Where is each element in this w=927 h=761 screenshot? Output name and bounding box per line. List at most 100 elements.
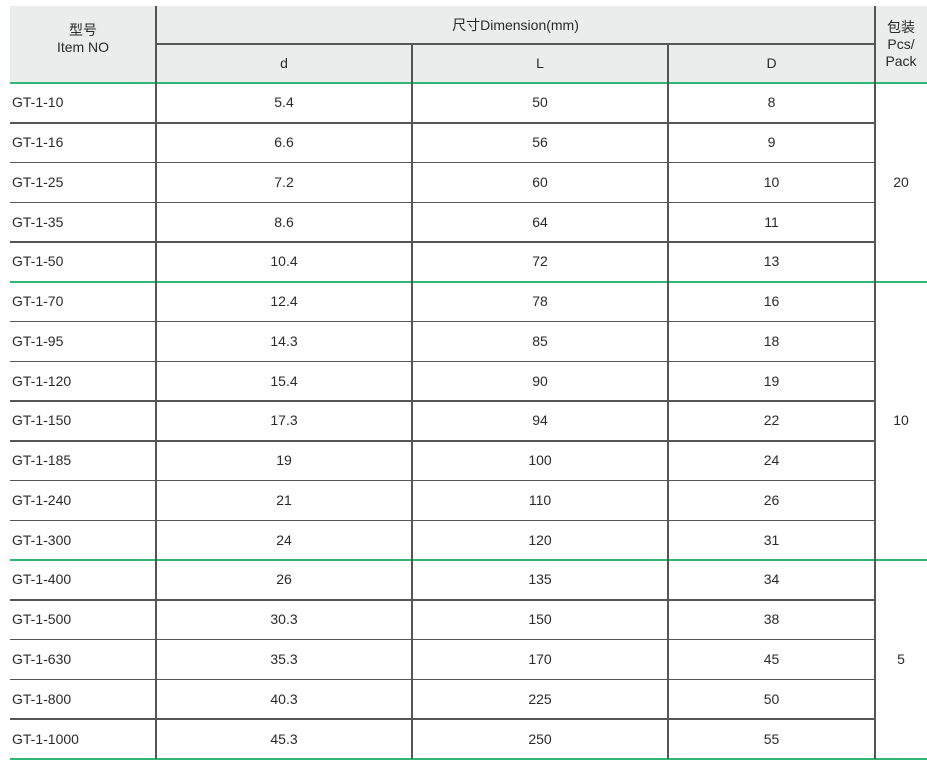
item-cell: GT-1-50 [12, 253, 64, 270]
L-cell: 90 [532, 372, 548, 389]
L-cell: 100 [528, 452, 552, 469]
item-cell: GT-1-500 [12, 611, 72, 628]
L-cell: 170 [528, 651, 552, 667]
L-cell: 135 [528, 571, 552, 588]
header-item-en: Item NO [56, 39, 110, 55]
D-cell: 26 [763, 491, 780, 508]
D-cell: 10 [763, 173, 780, 190]
D-cell: 38 [763, 611, 780, 628]
d-cell: 26 [276, 571, 292, 588]
row-divider [10, 638, 875, 641]
d-cell: 24 [276, 531, 292, 548]
item-cell: GT-1-95 [12, 332, 64, 349]
row-divider [10, 479, 875, 482]
pack-cell: 10 [893, 412, 909, 429]
D-cell: 50 [763, 690, 780, 707]
row-divider [10, 678, 875, 681]
item-cell: GT-1-150 [12, 412, 72, 429]
item-cell: GT-1-25 [12, 173, 64, 190]
d-cell: 12.4 [270, 293, 298, 310]
group-divider [10, 82, 927, 84]
d-cell: 15.4 [270, 372, 298, 389]
row-divider [10, 718, 875, 720]
row-divider [10, 599, 875, 601]
D-cell: 11 [764, 213, 779, 230]
group-divider [10, 559, 927, 562]
d-cell: 35.3 [270, 651, 298, 667]
item-cell: GT-1-185 [12, 452, 72, 469]
item-cell: GT-1-630 [12, 651, 72, 667]
L-cell: 64 [532, 213, 548, 230]
item-cell: GT-1-35 [12, 213, 64, 230]
D-cell: 19 [763, 372, 780, 389]
item-cell: GT-1-16 [12, 134, 64, 151]
D-cell: 8 [767, 94, 776, 111]
D-cell: 31 [763, 531, 780, 548]
row-divider [10, 519, 875, 522]
D-cell: 55 [763, 730, 780, 747]
d-cell: 5.4 [274, 94, 294, 111]
L-cell: 110 [528, 491, 552, 508]
pack-cell: 5 [897, 651, 905, 667]
row-divider [10, 320, 875, 323]
header-pack-en1: Pcs/ [887, 36, 915, 52]
row-divider [10, 122, 875, 124]
d-cell: 10.4 [270, 253, 298, 270]
table-header [10, 6, 927, 83]
item-cell: GT-1-120 [12, 372, 72, 389]
D-cell: 18 [763, 332, 780, 349]
d-cell: 14.3 [270, 332, 298, 349]
row-divider [10, 440, 875, 442]
d-cell: 30.3 [270, 611, 298, 628]
L-cell: 94 [532, 412, 548, 429]
D-cell: 16 [763, 293, 780, 310]
header-item: 型号 Item NO [10, 6, 156, 83]
L-cell: 120 [528, 531, 552, 548]
header-item-cn: 型号 [69, 22, 97, 38]
L-cell: 56 [532, 134, 548, 151]
item-cell: GT-1-300 [12, 531, 72, 548]
d-cell: 6.6 [274, 134, 294, 151]
row-divider [10, 161, 875, 164]
item-cell: GT-1-240 [12, 491, 72, 508]
row-divider [10, 360, 875, 363]
column-divider [667, 44, 669, 759]
item-cell: GT-1-800 [12, 690, 72, 707]
L-cell: 85 [532, 332, 548, 349]
L-cell: 250 [528, 730, 552, 747]
D-cell: 13 [763, 253, 780, 270]
item-cell: GT-1-1000 [12, 730, 79, 747]
L-cell: 72 [532, 253, 548, 270]
d-cell: 40.3 [270, 690, 298, 707]
header-pack-cn: 包装 [887, 19, 915, 35]
L-cell: 50 [532, 94, 548, 111]
D-cell: 24 [763, 452, 780, 469]
divider [156, 43, 875, 45]
group-divider [10, 280, 927, 283]
item-cell: GT-1-10 [12, 94, 64, 111]
column-divider [874, 6, 876, 759]
header-L: L [536, 55, 544, 71]
row-divider [10, 241, 875, 243]
d-cell: 45.3 [270, 730, 298, 747]
header-pack-en2: Pack [885, 53, 917, 69]
d-cell: 21 [276, 491, 292, 508]
D-cell: 9 [767, 134, 776, 151]
d-cell: 7.2 [274, 173, 294, 190]
pack-cell: 20 [893, 173, 909, 190]
D-cell: 34 [763, 571, 780, 588]
row-divider [10, 400, 875, 402]
header-d: d [280, 55, 288, 71]
column-divider [411, 44, 413, 759]
d-cell: 19 [276, 452, 292, 469]
item-cell: GT-1-400 [12, 571, 72, 588]
d-cell: 17.3 [270, 412, 298, 429]
item-cell: GT-1-70 [12, 293, 64, 310]
header-D: D [766, 55, 777, 71]
group-divider [10, 757, 927, 760]
L-cell: 78 [532, 293, 548, 310]
header-pack: 包装 Pcs/ Pack [875, 6, 927, 83]
column-divider [155, 6, 157, 759]
d-cell: 8.6 [274, 213, 294, 230]
L-cell: 225 [528, 690, 552, 707]
